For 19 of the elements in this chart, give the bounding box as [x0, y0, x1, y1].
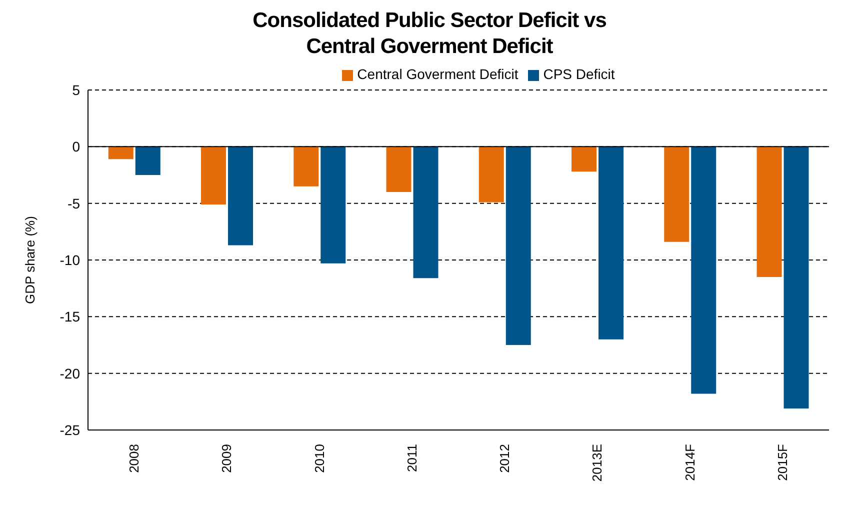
- x-tick-label: 2009: [219, 444, 234, 473]
- x-tick-label: 2008: [126, 444, 142, 473]
- x-tick-label: 2013E: [590, 444, 605, 482]
- x-tick-label: 2015F: [774, 444, 790, 481]
- x-tick-label: 2010: [312, 444, 327, 473]
- y-tick-label: -25: [60, 422, 80, 438]
- x-tick-label: 2014F: [682, 444, 698, 481]
- y-tick-label: -15: [60, 308, 80, 325]
- legend-label: CPS Deficit: [543, 66, 615, 82]
- x-tick-label: 2012: [497, 444, 512, 473]
- y-tick-label: -5: [68, 195, 80, 212]
- y-tick-label: -20: [60, 365, 80, 382]
- y-tick-label: 0: [72, 138, 80, 155]
- chart-title: Consolidated Public Sector Deficit vs Central Goverment Deficit: [252, 8, 608, 60]
- legend-label: Central Goverment Deficit: [357, 66, 518, 82]
- y-tick-label: 5: [72, 82, 80, 98]
- y-tick-label: -10: [60, 252, 80, 268]
- x-tick-label: 2011: [404, 444, 420, 472]
- y-axis-title: GDP share (%): [22, 216, 38, 304]
